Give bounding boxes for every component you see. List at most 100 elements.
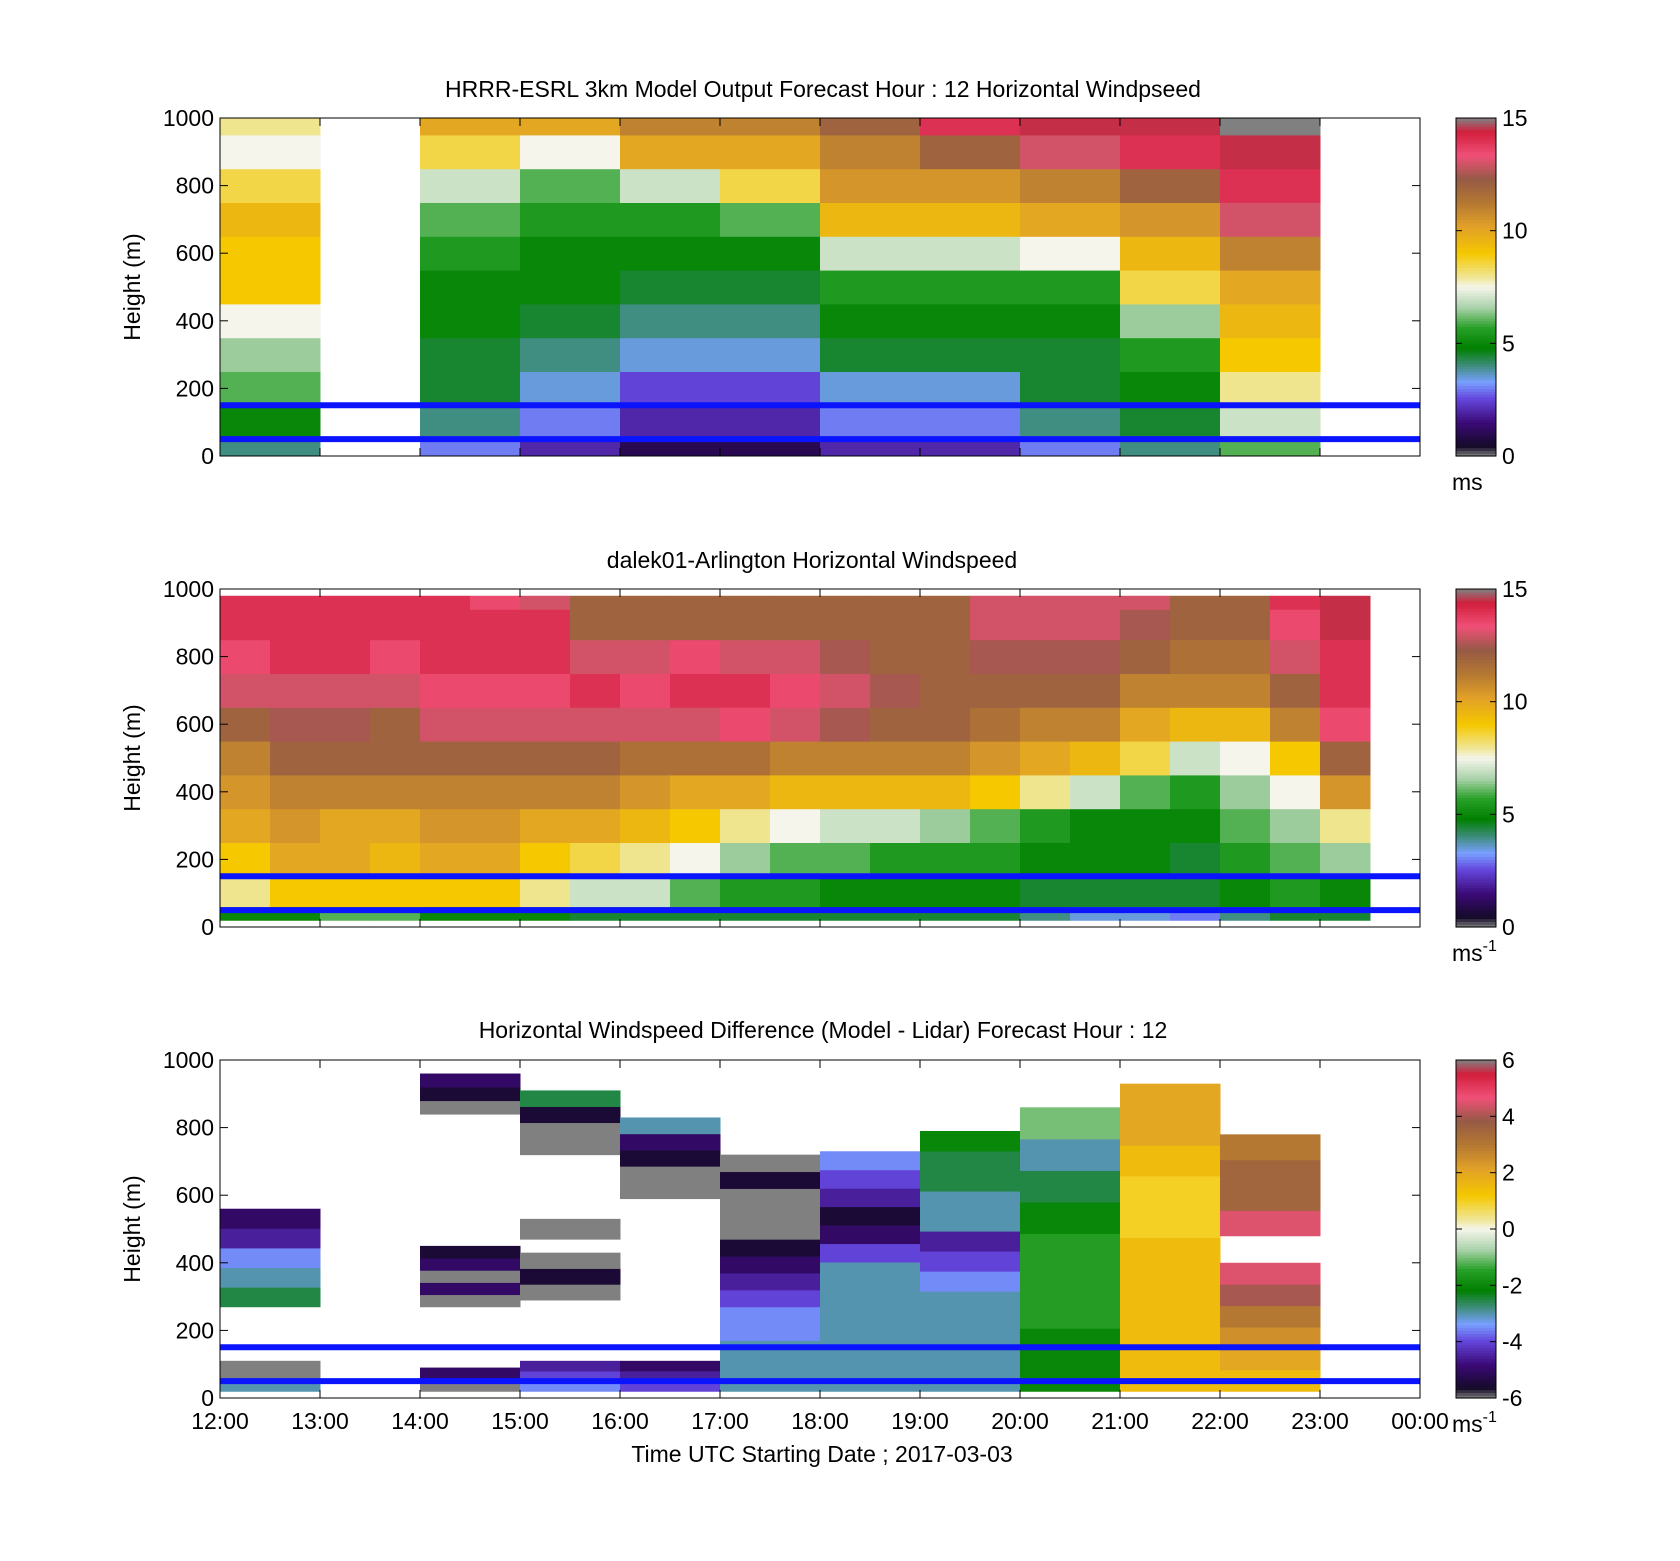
panel-lidar-cell bbox=[370, 673, 421, 708]
panel-lidar-colorbar-swatch bbox=[1456, 605, 1496, 610]
panel-difference-colorbar-tick-label: 0 bbox=[1502, 1216, 1515, 1242]
panel-model-cell bbox=[1220, 134, 1321, 170]
panel-lidar-cell bbox=[920, 707, 971, 742]
panel-lidar-colorbar-swatch bbox=[1456, 639, 1496, 644]
panel-lidar-cell bbox=[420, 673, 471, 708]
panel-difference-colorbar-swatch bbox=[1456, 1310, 1496, 1315]
panel-lidar-colorbar-swatch bbox=[1456, 656, 1496, 661]
panel-model-cell bbox=[220, 236, 321, 271]
panel-difference-x-tick-label: 14:00 bbox=[391, 1408, 449, 1434]
panel-model-colorbar-swatch bbox=[1456, 357, 1496, 361]
panel-difference-colorbar-tick-label: 2 bbox=[1502, 1160, 1515, 1186]
panel-lidar-cell bbox=[520, 741, 571, 776]
panel-lidar-cell bbox=[370, 639, 421, 674]
panel-lidar-colorbar-tick-label: 0 bbox=[1502, 914, 1515, 940]
panel-lidar-colorbar-swatch bbox=[1456, 831, 1496, 835]
panel-difference-colorbar-swatch bbox=[1456, 1305, 1496, 1309]
panel-lidar-colorbar-swatch bbox=[1456, 780, 1496, 784]
panel-difference-colorbar-swatch bbox=[1456, 1212, 1496, 1216]
panel-lidar-cell bbox=[970, 876, 1021, 908]
panel-model-colorbar-swatch bbox=[1456, 219, 1496, 223]
panel-model-colorbar-swatch bbox=[1456, 182, 1496, 187]
panel-model-y-tick-label: 800 bbox=[176, 173, 214, 199]
panel-lidar-cell bbox=[320, 609, 371, 641]
panel-lidar-y-tick-label: 800 bbox=[176, 644, 214, 670]
panel-lidar-cell bbox=[1220, 774, 1271, 810]
panel-difference-cell bbox=[1120, 1268, 1221, 1300]
panel-model-colorbar-swatch bbox=[1456, 247, 1496, 251]
panel-model-colorbar-swatch bbox=[1456, 334, 1496, 339]
panel-lidar-colorbar-frame bbox=[1455, 588, 1497, 928]
panel-lidar-colorbar-swatch bbox=[1456, 628, 1496, 632]
panel-lidar-cell bbox=[1320, 707, 1371, 742]
panel-model-cell bbox=[220, 202, 321, 237]
panel-lidar-cell bbox=[670, 707, 721, 742]
panel-difference-cells bbox=[220, 1073, 1321, 1392]
panel-lidar-colorbar-swatch bbox=[1456, 707, 1496, 711]
panel-model-cell bbox=[820, 236, 921, 271]
panel-lidar-cell bbox=[220, 774, 271, 810]
panel-lidar-colorbar-swatch bbox=[1456, 653, 1496, 658]
panel-model-cell bbox=[420, 303, 521, 339]
panel-model-colorbar-swatch bbox=[1456, 365, 1496, 370]
panel-lidar-colorbar-swatch bbox=[1456, 783, 1496, 787]
panel-lidar-cell bbox=[770, 639, 821, 674]
panel-lidar-cell bbox=[220, 876, 271, 908]
panel-difference-colorbar-swatch bbox=[1456, 1378, 1496, 1382]
panel-model-colorbar-frame bbox=[1455, 117, 1497, 457]
panel-lidar-colorbar-swatch bbox=[1456, 865, 1496, 869]
panel-model-colorbar-tick-label: 0 bbox=[1502, 443, 1515, 469]
panel-model-colorbar-tick-label: 10 bbox=[1502, 218, 1528, 244]
panel-lidar-colorbar-unit: ms-1 bbox=[1452, 938, 1497, 966]
panel-lidar-colorbar-swatch bbox=[1456, 645, 1496, 649]
panel-difference-y-tick-label: 1000 bbox=[163, 1047, 214, 1073]
panel-lidar-cell bbox=[370, 609, 421, 641]
panel-lidar-colorbar-swatch bbox=[1456, 887, 1496, 891]
panel-lidar-cell bbox=[620, 842, 671, 877]
panel-difference-cell bbox=[820, 1317, 921, 1337]
panel-model-colorbar-swatch bbox=[1456, 123, 1496, 128]
panel-difference-colorbar-swatch bbox=[1456, 1369, 1496, 1374]
panel-lidar-cell bbox=[1120, 876, 1171, 908]
panel-difference-cell bbox=[720, 1306, 821, 1325]
panel-difference-cell bbox=[620, 1166, 721, 1183]
panel-difference-x-tick-label: 20:00 bbox=[991, 1408, 1049, 1434]
panel-lidar-cell bbox=[1220, 741, 1271, 776]
panel-lidar-colorbar-swatch bbox=[1456, 673, 1496, 677]
panel-lidar-colorbar-swatch bbox=[1456, 631, 1496, 635]
panel-lidar-colorbar-swatch bbox=[1456, 724, 1496, 728]
panel-difference-cell bbox=[720, 1171, 821, 1189]
panel-model-colorbar-swatch bbox=[1456, 312, 1496, 316]
panel-difference-cell bbox=[720, 1205, 821, 1223]
panel-difference-colorbar-swatch bbox=[1456, 1071, 1496, 1075]
panel-difference-cell bbox=[820, 1206, 921, 1226]
panel-lidar-colorbar-swatch bbox=[1456, 845, 1496, 849]
panel-lidar-cell bbox=[520, 609, 571, 641]
panel-difference-colorbar-swatch bbox=[1456, 1254, 1496, 1258]
panel-lidar-colorbar-swatch bbox=[1456, 741, 1496, 745]
panel-lidar-colorbar-swatch bbox=[1456, 718, 1496, 722]
panel-lidar-cell bbox=[1170, 808, 1221, 843]
panel-lidar-cell bbox=[870, 639, 921, 674]
panel-model-cell bbox=[220, 405, 321, 440]
panel-difference-colorbar-swatch bbox=[1456, 1119, 1496, 1123]
panel-model-cell bbox=[420, 371, 521, 406]
panel-model-colorbar-swatch bbox=[1456, 385, 1496, 389]
panel-model-colorbar-swatch bbox=[1456, 230, 1496, 235]
panel-lidar-cell bbox=[670, 609, 721, 641]
panel-model-cell bbox=[220, 270, 321, 305]
panel-lidar-cell bbox=[920, 673, 971, 708]
panel-difference-cell bbox=[620, 1149, 721, 1167]
panel-difference-colorbar-swatch bbox=[1456, 1276, 1496, 1281]
panel-lidar-cell bbox=[1020, 673, 1071, 708]
panel-lidar-y-tick-label: 600 bbox=[176, 711, 214, 737]
panel-lidar-colorbar-swatch bbox=[1456, 727, 1496, 731]
panel-model-cell bbox=[1220, 405, 1321, 440]
panel-lidar-cell bbox=[1320, 876, 1371, 908]
panel-model-colorbar-swatch bbox=[1456, 405, 1496, 409]
panel-difference-colorbar-swatch bbox=[1456, 1352, 1496, 1357]
panel-lidar-colorbar-swatch bbox=[1456, 825, 1496, 830]
panel-model-cell bbox=[1020, 270, 1121, 305]
panel-model-cell bbox=[620, 202, 721, 237]
panel-lidar-colorbar-swatch bbox=[1456, 760, 1496, 765]
